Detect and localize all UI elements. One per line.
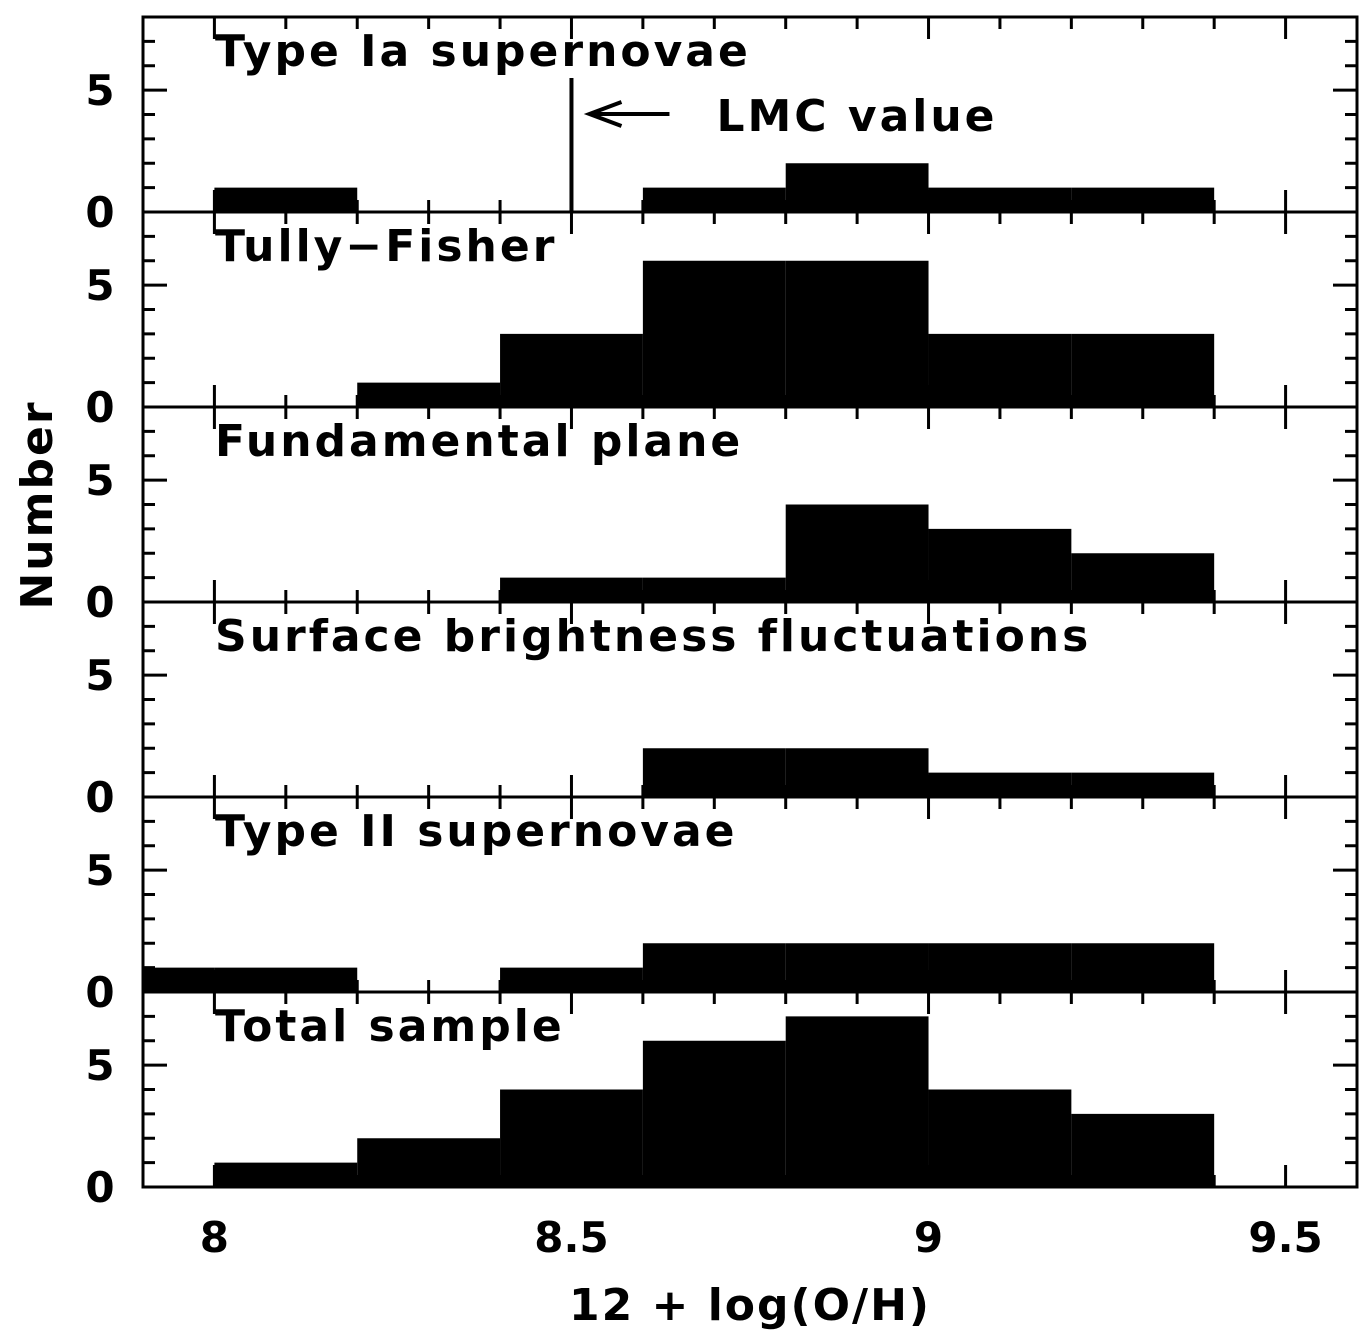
y-tick-label: 0 (85, 188, 114, 237)
histogram-bar (785, 260, 929, 407)
y-tick-label: 5 (85, 846, 114, 895)
y-tick-label: 5 (85, 261, 114, 310)
histogram-bar (928, 333, 1072, 407)
x-tick-label: 8 (200, 1213, 229, 1262)
panel-frame (141, 990, 1359, 1189)
panel-label: Total sample (215, 1001, 565, 1052)
panel-label: Surface brightness fluctuations (215, 611, 1091, 662)
x-tick-label: 9.5 (1248, 1213, 1322, 1262)
histogram-bar (928, 528, 1072, 602)
panels-layer: 0 5 Type Ia supernovae 0 5 Tully−Fisher 0 5 Fund… (85, 15, 1359, 1212)
y-tick-label: 0 (85, 773, 114, 822)
x-tick-label: 8.5 (534, 1213, 608, 1262)
y-tick-label: 5 (85, 456, 114, 505)
histogram-bar (1071, 1113, 1215, 1187)
lmc-annotation: LMC value (569, 77, 997, 212)
x-axis: 8 8.5 9 9.5 (200, 1213, 1323, 1262)
panel: 0 5 Tully−Fisher (85, 210, 1359, 432)
panel: 0 5 Type II supernovae (85, 795, 1359, 1017)
arrow-left-icon (583, 100, 670, 128)
panel: 0 5 Fundamental plane (85, 405, 1359, 627)
histogram-bar (642, 1040, 786, 1187)
panel-label: Tully−Fisher (215, 221, 557, 272)
panel-label: Type II supernovae (215, 806, 738, 857)
y-tick-label: 0 (85, 383, 114, 432)
panel: 0 5 Total sample (85, 990, 1359, 1212)
panel-label: Type Ia supernovae (215, 26, 751, 77)
panel-label: Fundamental plane (215, 416, 743, 467)
panel: 0 5 Surface brightness fluctuations (85, 600, 1359, 822)
y-tick-label: 5 (85, 66, 114, 115)
panel: 0 5 Type Ia supernovae (85, 15, 1359, 237)
y-tick-label: 0 (85, 968, 114, 1017)
y-tick-label: 5 (85, 651, 114, 700)
histogram-bar (642, 260, 786, 407)
y-tick-label: 0 (85, 1163, 114, 1212)
histogram-bar (785, 1016, 929, 1187)
histogram-bar (143, 967, 215, 992)
histogram-bar (928, 1089, 1072, 1187)
histogram-bar (1071, 333, 1215, 407)
y-axis-title: Number (12, 400, 63, 609)
x-tick-label: 9 (914, 1213, 943, 1262)
y-tick-label: 0 (85, 578, 114, 627)
lmc-label: LMC value (716, 91, 997, 142)
x-axis-title: 12 + log(O/H) (569, 1280, 931, 1331)
histogram-bar (785, 504, 929, 602)
y-tick-label: 5 (85, 1041, 114, 1090)
